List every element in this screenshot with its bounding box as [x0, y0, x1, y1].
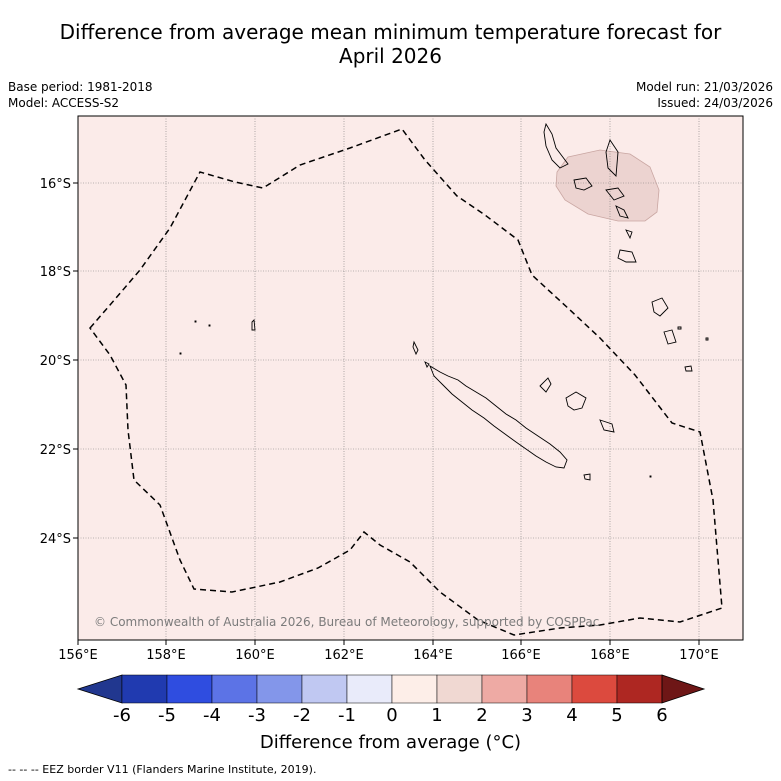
issued-date: Issued: 24/03/2026 — [657, 96, 773, 110]
island-small — [705, 337, 709, 341]
model-name: Model: ACCESS-S2 — [8, 96, 120, 110]
island-small — [684, 365, 693, 372]
lon-label: 162°E — [324, 648, 364, 663]
island-small — [412, 340, 419, 356]
new-caledonia-island — [429, 364, 568, 469]
island-small — [179, 352, 182, 355]
island-small — [615, 205, 629, 219]
lat-label: 20°S — [40, 354, 71, 369]
colorbar-cell — [256, 674, 303, 704]
colorbar-tick-label: -6 — [113, 705, 131, 726]
island-small — [651, 297, 669, 317]
colorbar-title: Difference from average (°C) — [259, 732, 522, 753]
island-small — [424, 361, 430, 368]
colorbar-tick-label: 0 — [386, 705, 398, 726]
colorbar-cell — [391, 674, 438, 704]
colorbar-cell — [211, 674, 258, 704]
island-small — [649, 475, 652, 478]
lat-label: 16°S — [40, 177, 71, 192]
colorbar-tick-label: -2 — [293, 705, 311, 726]
copyright-note: © Commonwealth of Australia 2026, Bureau… — [94, 615, 599, 629]
island-small — [663, 329, 677, 345]
island-small — [605, 138, 619, 178]
colorbar-cell — [121, 674, 168, 704]
lat-label: 18°S — [40, 265, 71, 280]
colorbar-tick-label: 3 — [521, 705, 533, 726]
lon-label: 156°E — [58, 648, 98, 663]
colorbar — [76, 674, 706, 704]
eez-legend-note: -- -- -- EEZ border V11 (Flanders Marine… — [8, 763, 317, 776]
colorbar-tick-label: -3 — [248, 705, 266, 726]
island-small — [573, 177, 593, 191]
colorbar-tick-label: 2 — [476, 705, 488, 726]
lat-label: 24°S — [40, 532, 71, 547]
lon-label: 170°E — [679, 648, 719, 663]
island-small — [599, 419, 615, 433]
model-run: Model run: 21/03/2026 — [635, 80, 773, 94]
colorbar-tick-label: -1 — [338, 705, 356, 726]
colorbar-tick-label: 1 — [431, 705, 443, 726]
island-small — [617, 249, 637, 263]
base-period: Base period: 1981-2018 — [8, 80, 153, 94]
colorbar-tick-label: 6 — [656, 705, 668, 726]
island-small — [583, 473, 591, 481]
colorbar-cell — [481, 674, 528, 704]
lon-label: 166°E — [501, 648, 541, 663]
eez-border — [89, 128, 723, 636]
colorbar-cell — [301, 674, 348, 704]
colorbar-cell — [571, 674, 618, 704]
colorbar-cell — [526, 674, 573, 704]
colorbar-tick-label: -5 — [158, 705, 176, 726]
lon-label: 168°E — [590, 648, 630, 663]
island-small — [605, 187, 625, 201]
colorbar-tick-label: 4 — [566, 705, 578, 726]
chart-title-line2: April 2026 — [339, 44, 442, 68]
colorbar-tick-label: 5 — [611, 705, 623, 726]
island-espiritu-santo — [543, 122, 569, 169]
colorbar-cell — [166, 674, 213, 704]
axis-ticks — [73, 182, 700, 645]
colorbar-cell — [346, 674, 393, 704]
chart-title-line1: Difference from average mean minimum tem… — [59, 20, 722, 44]
lon-label: 160°E — [235, 648, 275, 663]
island-small — [625, 229, 633, 240]
colorbar-tick-label: -4 — [203, 705, 221, 726]
lon-label: 158°E — [146, 648, 186, 663]
island-small — [677, 326, 682, 330]
island-small — [208, 324, 211, 327]
colorbar-cell — [616, 674, 663, 704]
graticule — [78, 116, 743, 640]
colorbar-extend-high — [661, 674, 706, 704]
lat-label: 22°S — [40, 443, 71, 458]
island-small — [194, 320, 197, 323]
colorbar-extend-low — [76, 674, 123, 704]
warm-anomaly-patch — [555, 149, 660, 222]
island-small — [251, 319, 256, 331]
island-small — [565, 391, 587, 411]
island-small — [539, 377, 552, 393]
lon-label: 164°E — [413, 648, 453, 663]
colorbar-cell — [436, 674, 483, 704]
